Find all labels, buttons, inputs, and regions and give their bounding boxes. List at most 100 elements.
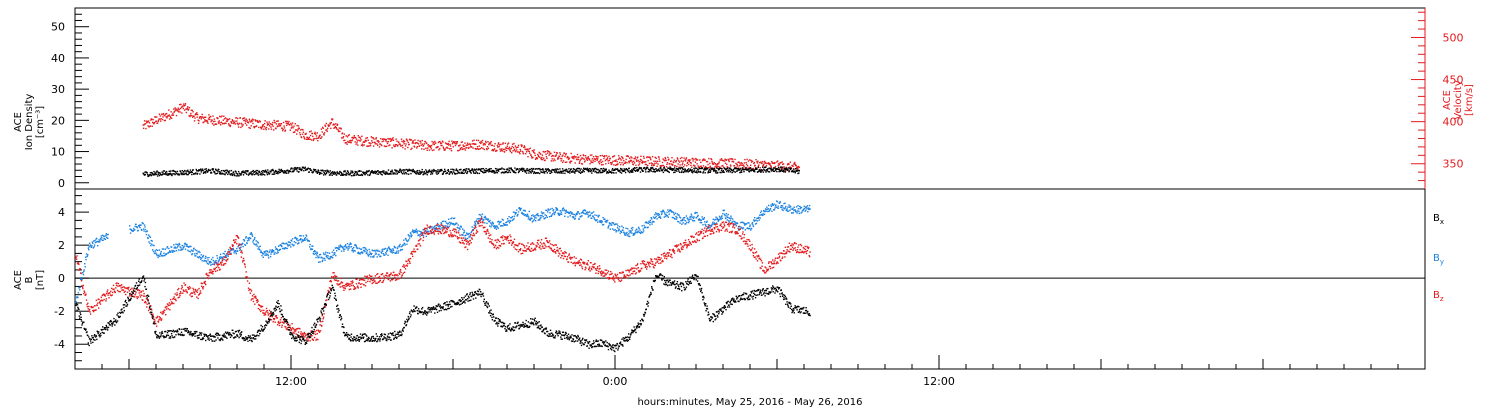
by-series-point [567,216,568,217]
velocity-series-point [327,131,328,132]
by-series-point [163,248,164,249]
by-series-point [731,217,732,218]
density-series-point [660,168,661,169]
density-series-point [473,171,474,172]
velocity-series-point [668,159,669,160]
by-series-point [788,204,789,205]
velocity-series-point [357,140,358,141]
by-series-point [275,246,276,247]
velocity-series-point [588,156,589,157]
by-series-point [643,230,644,231]
density-series-point [615,172,616,173]
density-series-point [202,170,203,171]
bz-series-point [229,247,230,248]
velocity-series-point [180,108,181,109]
velocity-series-point [159,118,160,119]
velocity-series-point [681,157,682,158]
velocity-series-point [424,143,425,144]
bz-series-point [102,300,103,301]
velocity-series-point [512,146,513,147]
velocity-series-point [379,146,380,147]
velocity-series-point [450,148,451,149]
by-series-point [677,213,678,214]
density-series-point [438,173,439,174]
density-series-point [418,173,419,174]
by-series-point [550,208,551,209]
velocity-series-point [308,139,309,140]
by-series-point [268,257,269,258]
bz-series-point [168,305,169,306]
velocity-series-point [168,109,169,110]
by-series-point [315,257,316,258]
density-series-point [457,171,458,172]
by-series-point [253,243,254,244]
velocity-series-point [586,158,587,159]
by-series-point [139,227,140,228]
density-series-point [354,175,355,176]
density-series-point [647,167,648,168]
density-series-point [427,174,428,175]
velocity-series-point [715,164,716,165]
velocity-series-point [573,158,574,159]
velocity-series-point [585,155,586,156]
by-series-point [613,229,614,230]
velocity-series-point [496,150,497,151]
velocity-series-point [214,121,215,122]
density-series-point [471,172,472,173]
density-series-point [303,170,304,171]
by-series-point [80,277,81,278]
by-series-point [162,255,163,256]
velocity-series-point [457,141,458,142]
velocity-series-point [414,146,415,147]
by-series-point [316,254,317,255]
velocity-series-point [425,148,426,149]
density-series-point [156,174,157,175]
density-series-point [397,173,398,174]
velocity-series-point [475,144,476,145]
velocity-series-point [362,145,363,146]
velocity-series-point [326,123,327,124]
velocity-series-point [239,123,240,124]
density-series-point [721,170,722,171]
density-series-point [748,169,749,170]
by-series-point [630,231,631,232]
by-series-point [704,217,705,218]
velocity-series-point [182,105,183,106]
density-series-point [366,173,367,174]
by-series-point [423,235,424,236]
by-series-point [701,220,702,221]
by-series-point [143,230,144,231]
bz-series-point [164,310,165,311]
by-series-point [570,211,571,212]
velocity-series-point [728,161,729,162]
by-series-point [799,213,800,214]
by-series-point [332,252,333,253]
velocity-series-point [270,123,271,124]
bz-series-point [181,285,182,286]
bz-series-point [225,263,226,264]
velocity-series-point [236,117,237,118]
by-series-point [475,224,476,225]
by-series-point [252,241,253,242]
density-series-point [582,172,583,173]
velocity-series-point [625,159,626,160]
by-series-point [479,214,480,215]
velocity-series-point [513,147,514,148]
by-series-point [171,250,172,251]
by-series-point [551,215,552,216]
by-series-point [263,257,264,258]
velocity-series-point [686,157,687,158]
density-series-point [462,173,463,174]
velocity-series-point [532,157,533,158]
by-series-point [282,248,283,249]
by-series-point [649,224,650,225]
density-series-point [523,168,524,169]
by-series-point [688,221,689,222]
density-series-point [422,171,423,172]
velocity-series-point [592,162,593,163]
by-series-point [782,210,783,211]
velocity-series-point [346,144,347,145]
by-series-point [278,246,279,247]
density-series-point [542,168,543,169]
